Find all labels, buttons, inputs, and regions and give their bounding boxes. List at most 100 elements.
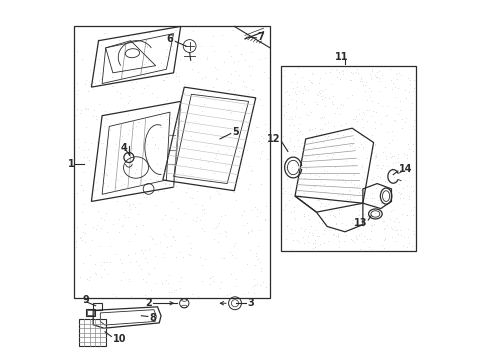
- Point: [350, 193, 358, 199]
- Point: [397, 190, 405, 196]
- Point: [142, 194, 150, 199]
- Point: [334, 176, 342, 181]
- Point: [221, 90, 229, 96]
- Point: [78, 237, 86, 243]
- Point: [335, 69, 343, 75]
- Point: [405, 196, 413, 202]
- Point: [252, 253, 260, 258]
- Point: [244, 91, 252, 97]
- Point: [307, 223, 315, 229]
- Point: [127, 293, 135, 298]
- Point: [219, 133, 226, 139]
- Point: [250, 276, 258, 282]
- Point: [78, 209, 86, 215]
- Point: [124, 279, 132, 284]
- Point: [151, 202, 159, 207]
- Point: [388, 226, 396, 232]
- Point: [229, 132, 237, 138]
- Point: [172, 183, 180, 189]
- Point: [113, 198, 121, 204]
- Point: [351, 145, 359, 150]
- Point: [129, 85, 137, 90]
- Point: [227, 54, 235, 59]
- Point: [330, 123, 338, 129]
- Point: [292, 89, 299, 95]
- Point: [281, 188, 289, 194]
- Point: [387, 195, 395, 201]
- Point: [368, 198, 375, 203]
- Point: [374, 100, 382, 106]
- Point: [126, 206, 134, 212]
- Point: [283, 224, 291, 229]
- Point: [408, 243, 416, 249]
- Point: [324, 119, 332, 125]
- Point: [224, 78, 232, 84]
- Point: [255, 56, 263, 62]
- Point: [124, 147, 132, 153]
- Point: [197, 167, 205, 172]
- Point: [75, 144, 83, 149]
- Point: [222, 233, 230, 239]
- Point: [133, 123, 141, 129]
- Point: [256, 209, 264, 215]
- Point: [408, 100, 416, 105]
- Point: [410, 126, 418, 132]
- Point: [339, 71, 347, 77]
- Point: [141, 247, 149, 253]
- Point: [368, 176, 376, 182]
- Point: [118, 74, 126, 80]
- Point: [285, 122, 293, 128]
- Point: [388, 153, 396, 159]
- Point: [103, 229, 111, 235]
- Point: [319, 227, 327, 233]
- Point: [349, 136, 357, 141]
- Point: [325, 228, 333, 233]
- Point: [362, 195, 370, 201]
- Point: [325, 225, 333, 231]
- Point: [298, 131, 306, 137]
- Point: [94, 36, 101, 42]
- Point: [238, 119, 246, 125]
- Point: [388, 86, 396, 92]
- Point: [126, 151, 134, 157]
- Point: [160, 250, 168, 256]
- Point: [116, 124, 123, 130]
- Point: [311, 183, 319, 189]
- Point: [206, 275, 214, 281]
- Point: [201, 74, 209, 80]
- Point: [333, 66, 341, 72]
- Point: [298, 145, 306, 151]
- Point: [206, 281, 214, 287]
- Point: [229, 27, 237, 33]
- Point: [367, 229, 374, 234]
- Point: [285, 159, 293, 165]
- Point: [216, 192, 224, 197]
- Point: [336, 210, 343, 216]
- Point: [353, 236, 361, 242]
- Point: [168, 115, 175, 121]
- Point: [318, 215, 326, 221]
- Point: [349, 217, 357, 223]
- Point: [167, 40, 175, 45]
- Point: [356, 78, 364, 84]
- Point: [311, 240, 319, 246]
- Point: [327, 66, 335, 72]
- Point: [359, 109, 367, 115]
- Point: [247, 127, 255, 132]
- Point: [100, 266, 108, 272]
- Point: [368, 195, 376, 201]
- Point: [349, 162, 357, 168]
- Point: [140, 276, 147, 282]
- Point: [408, 163, 416, 169]
- Point: [409, 229, 416, 234]
- Point: [102, 170, 110, 176]
- Point: [183, 233, 191, 239]
- Point: [201, 143, 209, 149]
- Point: [346, 195, 354, 201]
- Point: [74, 87, 82, 93]
- Point: [148, 134, 156, 140]
- Point: [296, 121, 304, 127]
- Point: [295, 159, 303, 165]
- Point: [96, 77, 103, 82]
- Point: [260, 135, 268, 141]
